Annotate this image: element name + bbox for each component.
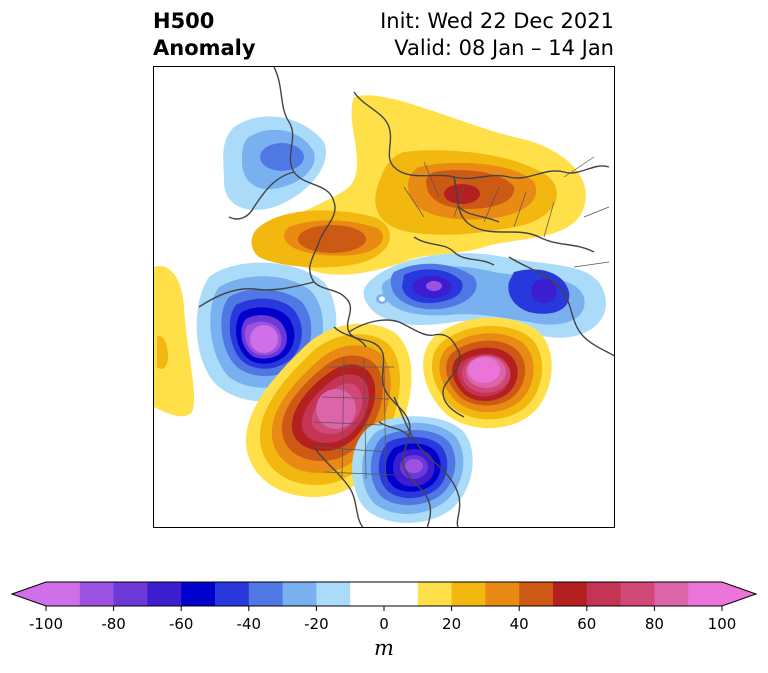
colorbar-bin — [215, 582, 250, 606]
colorbar-bin — [147, 582, 182, 606]
title-field-type: Anomaly — [153, 36, 256, 60]
colorbar-bin — [451, 582, 486, 606]
colorbar-tick-label: 60 — [577, 615, 596, 633]
negative-anomaly-north-central — [363, 253, 606, 338]
colorbar-bin — [282, 582, 317, 606]
colorbar-bin — [46, 582, 81, 606]
colorbar-bins — [46, 582, 723, 606]
colorbar-ticks: -100 -80 -60 -40 -20 0 20 40 60 80 100 — [29, 606, 736, 633]
colorbar-bin — [316, 582, 351, 606]
valid-range-label: Valid: 08 Jan – 14 Jan — [394, 36, 614, 60]
map-title-left: H500 Anomaly — [153, 8, 256, 62]
colorbar-bin — [181, 582, 216, 606]
colorbar-tick-label: -40 — [237, 615, 262, 633]
colorbar-bin — [688, 582, 723, 606]
colorbar-extend-low — [12, 582, 46, 606]
negative-anomaly-eastern-us — [352, 416, 473, 523]
colorbar-bin — [417, 582, 453, 606]
colorbar-bin — [586, 582, 622, 606]
colorbar-bin — [519, 582, 554, 606]
colorbar-bin — [620, 582, 655, 606]
anomaly-map-svg — [154, 67, 614, 527]
colorbar-tick-label: -60 — [169, 615, 194, 633]
colorbar-extend-high — [722, 582, 756, 606]
colorbar-bin — [248, 582, 284, 606]
anomaly-contours — [154, 67, 614, 527]
colorbar-tick-label: -100 — [29, 615, 63, 633]
positive-anomaly-west-edge — [154, 266, 195, 417]
colorbar-bin — [553, 582, 588, 606]
negative-anomaly-northwest — [223, 116, 326, 210]
colorbar-bin — [79, 582, 115, 606]
colorbar-unit-label: m — [374, 636, 394, 660]
colorbar-bin — [350, 582, 419, 606]
coastlines — [198, 67, 614, 527]
colorbar-tick-label: 20 — [442, 615, 461, 633]
political-borders — [313, 156, 610, 488]
colorbar-tick-label: 100 — [708, 615, 737, 633]
map-title-right: Init: Wed 22 Dec 2021 Valid: 08 Jan – 14… — [380, 8, 614, 62]
colorbar-tick-label: 0 — [379, 615, 389, 633]
colorbar: -100 -80 -60 -40 -20 0 20 40 60 80 100 — [10, 581, 758, 633]
init-date-label: Init: Wed 22 Dec 2021 — [380, 9, 614, 33]
colorbar-bin — [113, 582, 148, 606]
colorbar-tick-label: -20 — [304, 615, 329, 633]
positive-anomaly-arctic — [251, 95, 586, 275]
colorbar-tick-label: 40 — [510, 615, 529, 633]
colorbar-tick-label: -80 — [101, 615, 126, 633]
colorbar-tick-label: 80 — [645, 615, 664, 633]
anomaly-map — [153, 66, 615, 528]
title-field-name: H500 — [153, 9, 215, 33]
colorbar-bin — [654, 582, 689, 606]
colorbar-bin — [485, 582, 520, 606]
